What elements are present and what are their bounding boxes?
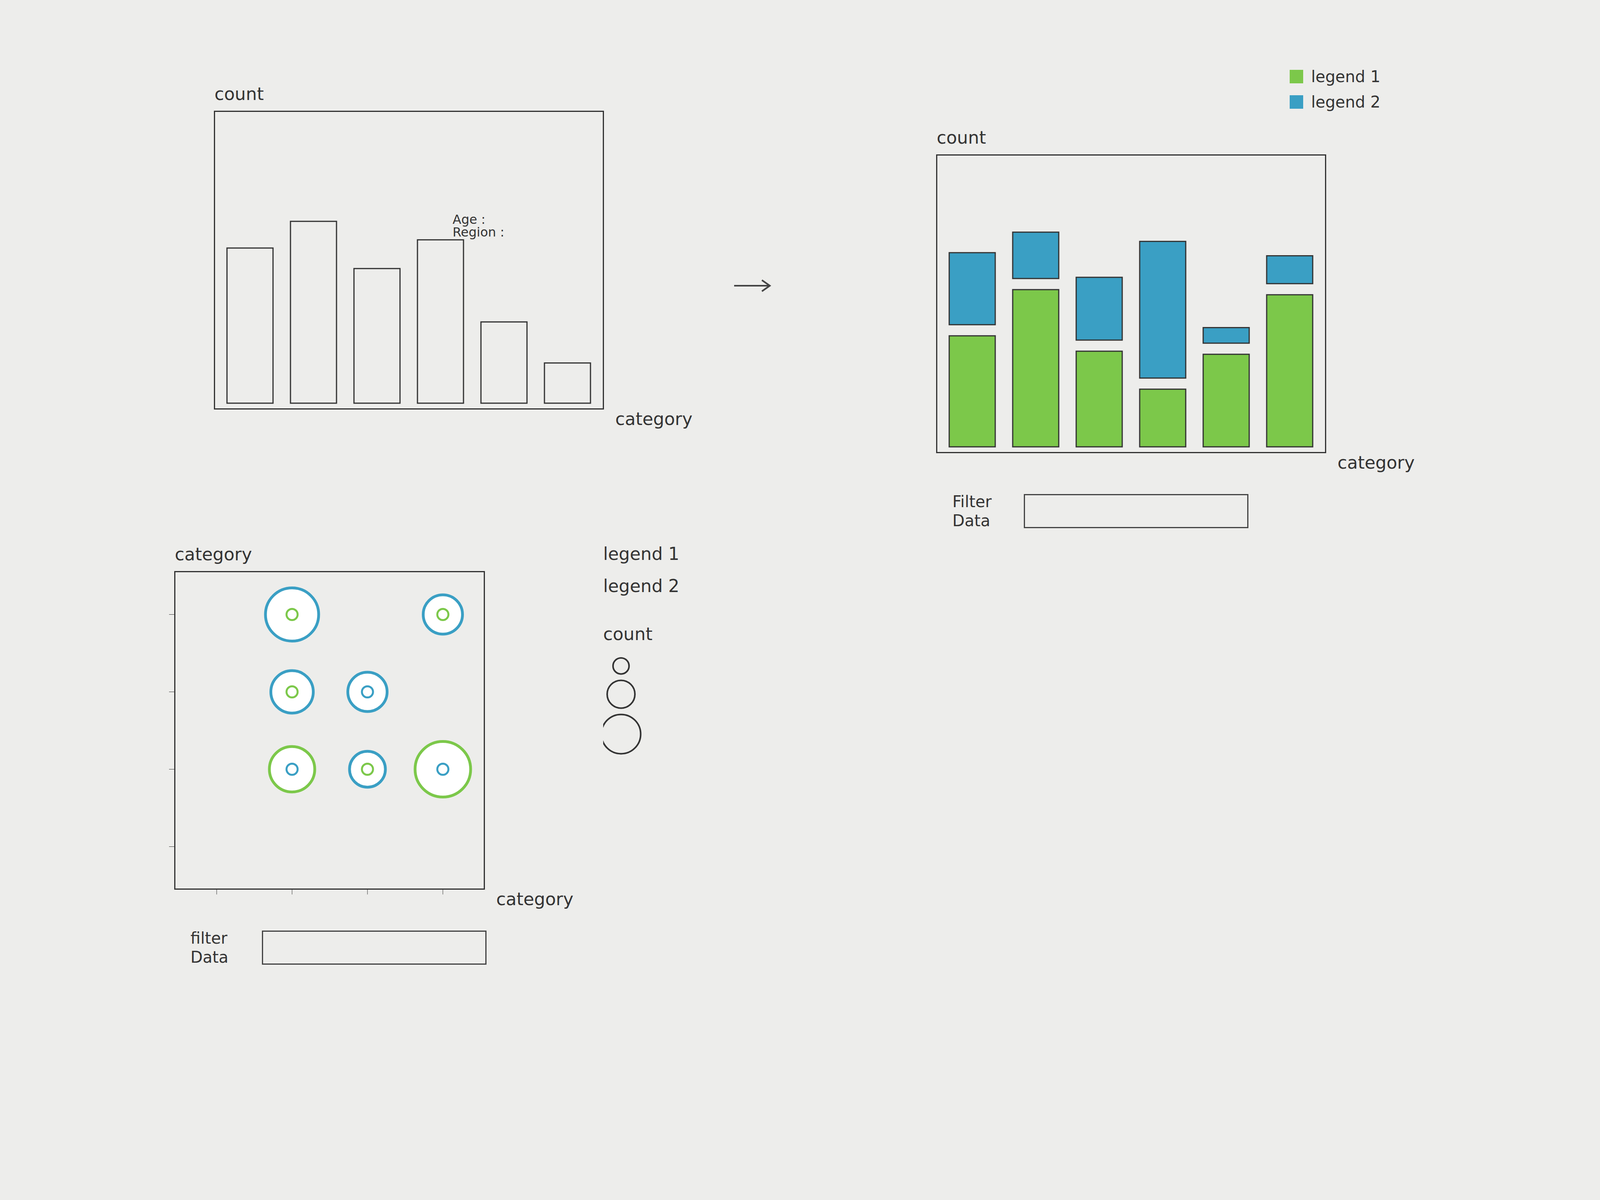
svg-text:category: category <box>496 888 574 910</box>
html-text:count: count <box>603 623 653 645</box>
svg-text:category: category <box>1337 452 1415 473</box>
html-text:Filter Data: Filter Data <box>952 492 992 530</box>
html-text:filter Data: filter Data <box>190 928 229 967</box>
html-text:legend 1: legend 1 <box>1311 67 1381 86</box>
svg-text:count: count <box>936 127 987 148</box>
html-text:legend 2: legend 2 <box>603 575 680 597</box>
svg-text:category: category <box>615 408 693 429</box>
html-text:legend 2: legend 2 <box>1311 92 1381 112</box>
html-text:legend 1: legend 1 <box>603 543 680 564</box>
svg-text:count: count <box>214 83 264 104</box>
svg-text:Age :Region :: Age :Region : <box>452 211 505 240</box>
svg-text:category: category <box>175 544 252 565</box>
